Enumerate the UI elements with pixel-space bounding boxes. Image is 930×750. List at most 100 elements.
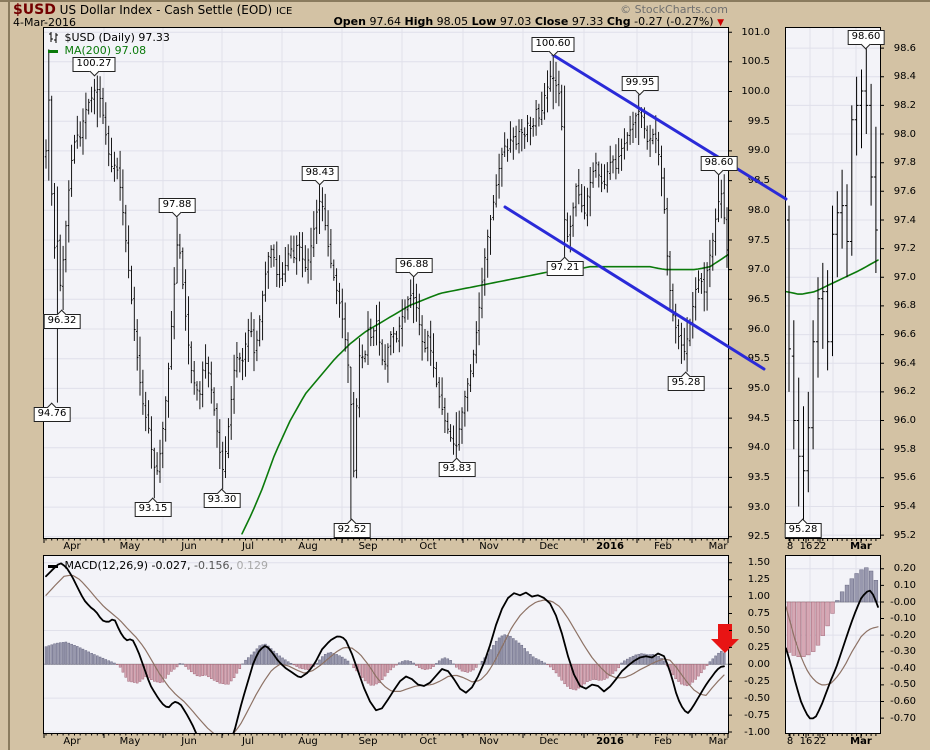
- y-axis-label: 98.5: [747, 175, 770, 187]
- price-annotation: 97.88: [158, 198, 196, 218]
- y-axis-label: -0.00: [890, 596, 916, 608]
- macd-histogram-negative: [115, 664, 709, 691]
- y-axis-label: -0.75: [744, 709, 770, 721]
- window-frame-top: [0, 0, 930, 2]
- y-axis-label: -0.40: [890, 662, 916, 674]
- y-axis-label: 0.20: [893, 563, 916, 575]
- y-axis-label: -0.50: [744, 692, 770, 704]
- x-axis-label: Nov: [479, 736, 499, 747]
- y-axis-label: 98.0: [893, 128, 916, 140]
- macd-panel: [43, 555, 729, 734]
- price-annotation: 93.83: [438, 457, 476, 477]
- x-axis-label: Sep: [358, 541, 378, 552]
- y-axis-label: 94.0: [747, 442, 770, 454]
- zoom-price-chart: [786, 28, 880, 538]
- price-annotation: 92.52: [333, 518, 371, 538]
- y-axis-label: -0.10: [890, 613, 916, 624]
- y-axis-label: 95.8: [893, 443, 916, 455]
- ma-legend-text: MA(200) 97.08: [64, 44, 147, 57]
- price-annotation: 98.43: [301, 165, 339, 186]
- y-axis-label: 97.0: [893, 271, 916, 283]
- high-label: High: [404, 15, 434, 28]
- y-axis-label: 96.4: [893, 357, 916, 369]
- change-down-icon[interactable]: ▼: [717, 18, 724, 28]
- macd-histogram-positive: [835, 567, 879, 603]
- y-axis-label: 100.5: [741, 56, 770, 68]
- zoom-price-panel: [785, 27, 881, 539]
- y-axis-label: 97.5: [747, 234, 770, 246]
- macd-signal-value: -0.156,: [194, 559, 233, 572]
- macd-legend: MACD(12,26,9) -0.027, -0.156, 0.129: [48, 559, 268, 572]
- y-axis-label: 98.6: [893, 42, 916, 54]
- symbol-label: $USD: [13, 2, 56, 18]
- ma200-line: [241, 254, 728, 535]
- x-axis-label: Aug: [298, 541, 318, 552]
- macd-hist-value: 0.129: [236, 559, 268, 572]
- y-axis-label: 97.6: [893, 185, 916, 197]
- close-label: Close: [534, 15, 569, 28]
- y-axis-label: 94.5: [747, 412, 770, 424]
- x-axis-label: Mar: [708, 541, 728, 552]
- price-annotation: 95.28: [784, 518, 822, 538]
- y-axis-label: 96.5: [747, 293, 770, 305]
- y-axis-label: 96.0: [893, 415, 916, 426]
- chart-title: $USD US Dollar Index - Cash Settle (EOD)…: [13, 2, 292, 18]
- x-axis-label: Dec: [539, 541, 559, 552]
- y-axis-label: 0.10: [893, 579, 916, 591]
- price-annotation: 98.60: [847, 30, 885, 50]
- x-axis-label: 22: [813, 736, 827, 747]
- y-axis-label: 1.00: [747, 591, 770, 603]
- ma-legend: MA(200) 97.08: [48, 44, 146, 57]
- y-axis-label: 99.5: [747, 115, 770, 127]
- window-frame-left: [8, 0, 10, 750]
- macd-line: [45, 562, 725, 733]
- x-axis-label: Feb: [654, 541, 672, 552]
- instrument-name: US Dollar Index - Cash Settle (EOD): [59, 3, 273, 17]
- y-axis-label: 0.25: [747, 641, 770, 653]
- y-axis-label: 0.00: [747, 658, 770, 670]
- x-axis-label: Mar: [708, 736, 728, 747]
- macd-histogram-negative: [786, 601, 835, 657]
- y-axis-label: -0.30: [890, 646, 916, 658]
- y-axis-label: 95.5: [747, 353, 770, 365]
- y-axis-label: 1.25: [747, 574, 770, 586]
- x-axis-label: 2016: [596, 736, 624, 747]
- y-axis-label: 96.0: [747, 323, 770, 335]
- price-annotation: 100.60: [531, 36, 575, 57]
- price-annotation: 95.28: [667, 371, 705, 391]
- x-axis-label: Mar: [850, 541, 872, 552]
- y-axis-label: 93.5: [747, 471, 770, 483]
- copyright-label: © StockCharts.com: [620, 3, 728, 16]
- y-axis-label: 0.50: [747, 625, 770, 636]
- chg-value: -0.27 (-0.27%): [634, 15, 714, 28]
- y-axis-label: 0.75: [747, 608, 770, 619]
- open-value: 97.64: [369, 15, 401, 28]
- y-axis-label: 97.0: [747, 264, 770, 276]
- main-price-panel: [43, 27, 729, 539]
- price-annotation: 99.95: [621, 75, 659, 95]
- y-axis-label: 98.0: [747, 204, 770, 216]
- ma-line-swatch-icon: [48, 49, 58, 53]
- y-axis-label: 1.50: [747, 557, 770, 569]
- x-axis-label: Mar: [850, 736, 872, 747]
- price-annotation: 98.60: [700, 155, 738, 176]
- x-axis-label: Sep: [358, 736, 378, 747]
- price-annotation: 93.15: [134, 497, 172, 518]
- y-axis-label: -0.25: [744, 675, 770, 687]
- gridlines: [44, 562, 728, 733]
- y-axis-label: -0.60: [890, 696, 916, 707]
- macd-line-swatch-icon: [48, 564, 58, 568]
- x-axis-label: Feb: [654, 736, 672, 747]
- macd-chart: [44, 562, 728, 733]
- zoom-macd-panel: [785, 555, 881, 734]
- y-axis-label: 101.0: [741, 26, 770, 38]
- y-axis-label: 92.5: [747, 531, 770, 543]
- ohlc-bars: [44, 49, 728, 536]
- x-axis-label: May: [119, 541, 141, 552]
- y-axis-label: -0.50: [890, 679, 916, 691]
- macd-legend-text: MACD(12,26,9) -0.027,: [64, 559, 191, 572]
- y-axis-label: 99.0: [747, 145, 770, 157]
- y-axis-label: 93.0: [747, 501, 770, 513]
- price-annotation: 93.30: [203, 488, 241, 509]
- y-axis-label: 95.6: [893, 472, 916, 484]
